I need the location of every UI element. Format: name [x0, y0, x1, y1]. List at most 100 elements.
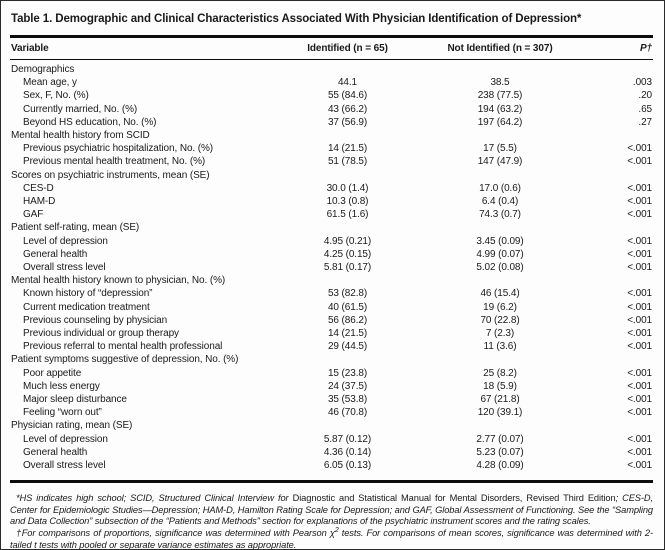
table-row: Level of depression 5.87 (0.12) 2.77 (0.07… [10, 433, 653, 446]
identified-value: 51 (78.5) [327, 156, 368, 168]
identified-value: 24 (37.5) [327, 380, 368, 392]
identified-value: 61.5 (1.6) [326, 209, 369, 221]
section-row: Demographics [10, 60, 653, 77]
section-header: Mental health history from SCID [11, 130, 150, 142]
identified-value: 56 (86.2) [327, 314, 368, 326]
section-row: Physician rating, mean (SE) [10, 419, 653, 432]
demographics-table: Variable Identified (n = 65) Not Identif… [10, 35, 653, 484]
p-value: <.001 [627, 341, 652, 353]
footnote-segment: tests. For comparisons of mean scores, s… [10, 528, 653, 550]
table-row: GAF 61.5 (1.6) 74.3 (0.7) <.001 [10, 208, 653, 221]
table-row: Overall stress level 6.05 (0.13) 4.28 (0.0… [10, 459, 653, 482]
p-value: .20 [638, 90, 652, 102]
row-label: Known history of “depression” [23, 288, 153, 300]
identified-value: 37 (56.9) [327, 116, 368, 128]
not-identified-value: 3.45 (0.09) [476, 235, 524, 247]
table-row: HAM-D 10.3 (0.8) 6.4 (0.4) <.001 [10, 195, 653, 208]
identified-value: 29 (44.5) [327, 341, 368, 353]
row-label: Currently married, No. (%) [23, 103, 138, 115]
col-header-identified: Identified (n = 65) [282, 36, 413, 60]
table-row: Current medication treatment 40 (61.5) 19 … [10, 301, 653, 314]
row-label: Major sleep disturbance [23, 394, 127, 406]
p-value: <.001 [627, 301, 652, 313]
table-row: Known history of “depression” 53 (82.8) 46… [10, 287, 653, 300]
identified-value: 14 (21.5) [327, 143, 368, 155]
p-value: .27 [638, 116, 652, 128]
row-label: Previous psychiatric hospitalization, No… [23, 143, 214, 155]
table-row: Previous psychiatric hospitalization, No… [10, 142, 653, 155]
section-header: Physician rating, mean (SE) [11, 420, 133, 432]
row-label: GAF [23, 209, 44, 221]
row-label: Sex, F, No. (%) [23, 90, 89, 102]
table-row: Previous mental health treatment, No. (%… [10, 155, 653, 168]
p-value: <.001 [627, 394, 652, 406]
section-header: Patient symptoms suggestive of depressio… [11, 354, 239, 366]
table-row: Level of depression 4.95 (0.21) 3.45 (0.09… [10, 235, 653, 248]
footnote-segment: *HS indicates high school; SCID, Structu… [16, 493, 293, 504]
table-row: Previous referral to mental health profe… [10, 340, 653, 353]
section-row: Patient symptoms suggestive of depressio… [10, 353, 653, 366]
p-value: <.001 [627, 262, 652, 274]
not-identified-value: 38.5 [490, 77, 510, 89]
not-identified-value: 6.4 (0.4) [481, 196, 519, 208]
section-header: Mental health history known to physician… [11, 275, 226, 287]
not-identified-value: 46 (15.4) [480, 288, 520, 300]
table-row: Overall stress level 5.81 (0.17) 5.02 (0.0… [10, 261, 653, 274]
footnote-segment: Diagnostic and Statistical Manual for Me… [292, 493, 616, 504]
p-value: .65 [638, 103, 652, 115]
col-header-p: P† [587, 36, 653, 60]
identified-value: 53 (82.8) [327, 288, 368, 300]
section-header: Demographics [11, 64, 75, 75]
p-value: <.001 [627, 446, 652, 458]
row-label: Current medication treatment [23, 301, 150, 313]
p-value: .003 [632, 77, 652, 89]
p-value: <.001 [627, 380, 652, 392]
p-value: <.001 [627, 235, 652, 247]
table-body: Demographics Mean age, y 44.1 38.5 .003 Sex, … [10, 60, 653, 482]
footnote: †For comparisons of proportions, signifi… [10, 526, 653, 550]
row-label: HAM-D [23, 196, 56, 208]
identified-value: 30.0 (1.4) [326, 182, 369, 194]
table-row: Sex, F, No. (%) 55 (84.6) 238 (77.5) .20 [10, 89, 653, 102]
section-row: Scores on psychiatric instruments, mean … [10, 169, 653, 182]
not-identified-value: 7 (2.3) [485, 328, 515, 340]
identified-value: 15 (23.8) [327, 367, 368, 379]
not-identified-value: 197 (64.2) [477, 116, 523, 128]
footnote-segment: 2 [334, 526, 339, 534]
row-label: Overall stress level [23, 460, 106, 472]
identified-value: 55 (84.6) [327, 90, 368, 102]
table-row: Feeling “worn out” 46 (70.8) 120 (39.1) <.0… [10, 406, 653, 419]
row-label: Previous mental health treatment, No. (%… [23, 156, 206, 168]
not-identified-value: 17.0 (0.6) [479, 182, 521, 194]
p-value: <.001 [627, 182, 652, 194]
table-row: Currently married, No. (%) 43 (66.2) 194 (… [10, 103, 653, 116]
not-identified-value: 18 (5.9) [483, 380, 517, 392]
p-value: <.001 [627, 196, 652, 208]
row-label: Mean age, y [23, 77, 77, 89]
not-identified-value: 17 (5.5) [483, 143, 517, 155]
not-identified-value: 194 (63.2) [477, 103, 523, 115]
row-label: Previous counseling by physician [23, 314, 168, 326]
identified-value: 5.81 (0.17) [323, 262, 372, 274]
table-title: Table 1. Demographic and Clinical Charac… [11, 13, 582, 25]
identified-value: 14 (21.5) [327, 328, 368, 340]
row-label: General health [23, 248, 88, 260]
not-identified-value: 147 (47.9) [477, 156, 523, 168]
section-row: Patient self-rating, mean (SE) [10, 221, 653, 234]
p-value: <.001 [627, 328, 652, 340]
not-identified-value: 5.02 (0.08) [476, 262, 524, 274]
table-row: Previous individual or group therapy 14 (… [10, 327, 653, 340]
identified-value: 44.1 [337, 77, 358, 89]
p-value: <.001 [627, 407, 652, 419]
identified-value: 4.36 (0.14) [323, 446, 372, 458]
row-label: General health [23, 446, 88, 458]
not-identified-value: 4.28 (0.09) [476, 460, 524, 472]
p-value: <.001 [627, 460, 652, 472]
table-row: General health 4.25 (0.15) 4.99 (0.07) <.00… [10, 248, 653, 261]
section-row: Mental health history known to physician… [10, 274, 653, 287]
section-row: Mental health history from SCID [10, 129, 653, 142]
identified-value: 10.3 (0.8) [326, 196, 369, 208]
p-value: <.001 [627, 143, 652, 155]
col-header-variable: Variable [10, 36, 282, 60]
